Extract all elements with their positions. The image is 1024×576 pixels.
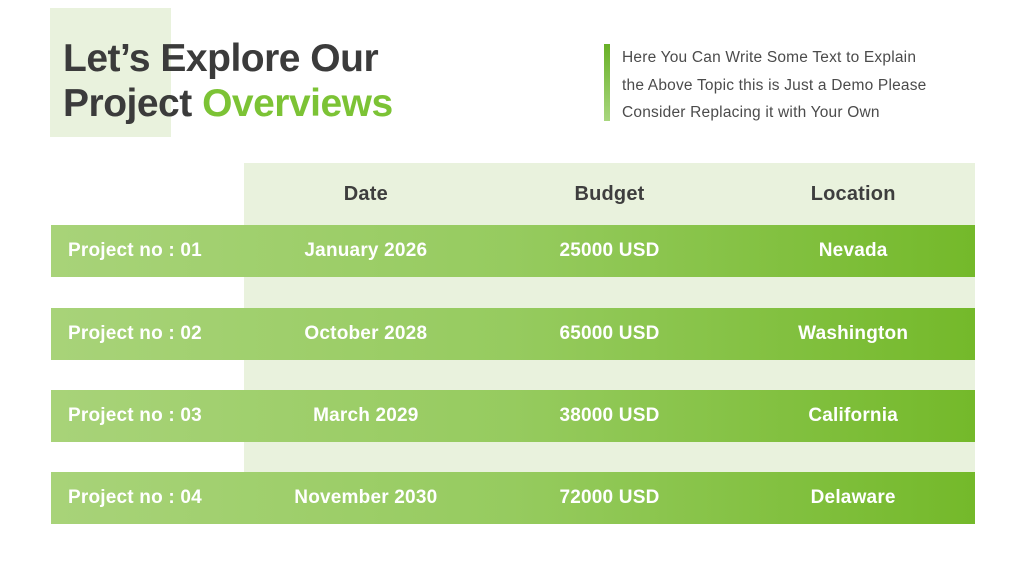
title-background-block: [50, 8, 171, 137]
column-header-date: Date: [343, 182, 388, 205]
description-line-1: Here You Can Write Some Text to Explain: [622, 49, 917, 66]
table-header-row: Date Budget Location: [244, 163, 975, 225]
location-cell: Washington: [798, 323, 909, 344]
description-text: Here You Can Write Some Text to Explain …: [622, 44, 927, 127]
page-title: Let’s Explore Our Project Overviews: [63, 36, 393, 126]
title-line-2-dark: Project: [63, 82, 192, 125]
date-cell: November 2030: [294, 487, 438, 508]
description-accent-bar: [604, 44, 610, 121]
project-label-cell: Project no : 04: [68, 487, 202, 508]
location-cell: Nevada: [818, 240, 888, 261]
date-cell: January 2026: [304, 240, 428, 261]
column-header-budget: Budget: [574, 182, 645, 205]
date-cell: October 2028: [304, 323, 428, 344]
location-cell: Delaware: [810, 487, 896, 508]
table-row: Project no : 03 March 2029 38000 USD Cal…: [51, 390, 975, 442]
project-label-cell: Project no : 01: [68, 240, 202, 261]
budget-cell: 38000 USD: [559, 405, 660, 426]
table-row: Project no : 02 October 2028 65000 USD W…: [51, 308, 975, 360]
date-cell: March 2029: [313, 405, 419, 426]
column-header-location: Location: [810, 182, 896, 205]
budget-cell: 65000 USD: [559, 323, 660, 344]
title-line-1: Let’s Explore Our: [63, 37, 379, 80]
title-line-2-accent: Overviews: [202, 82, 393, 125]
description-line-2: the Above Topic this is Just a Demo Plea…: [622, 76, 927, 94]
location-cell: California: [808, 405, 898, 426]
project-label-cell: Project no : 02: [68, 323, 202, 344]
table-row: Project no : 04 November 2030 72000 USD …: [51, 472, 975, 524]
description-line-3: Consider Replacing it with Your Own: [622, 104, 880, 121]
budget-cell: 72000 USD: [559, 487, 660, 508]
budget-cell: 25000 USD: [559, 240, 660, 261]
project-label-cell: Project no : 03: [68, 405, 202, 426]
table-row: Project no : 01 January 2026 25000 USD N…: [51, 225, 975, 277]
